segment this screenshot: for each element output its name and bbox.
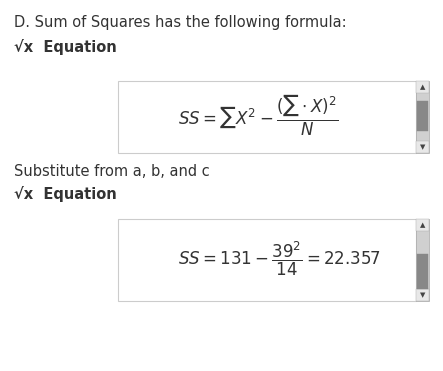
Bar: [416, 81, 429, 93]
Bar: [417, 254, 428, 289]
Text: √x  Equation: √x Equation: [14, 186, 117, 202]
Text: ▲: ▲: [420, 222, 425, 228]
Text: ▼: ▼: [420, 144, 425, 150]
Bar: [416, 219, 429, 301]
Bar: [417, 101, 428, 131]
Bar: [416, 219, 429, 231]
Text: √x  Equation: √x Equation: [14, 39, 117, 55]
Text: ▲: ▲: [420, 84, 425, 90]
Bar: [118, 219, 416, 301]
Bar: [416, 141, 429, 153]
Text: $SS = 131 - \dfrac{39^2}{14} = 22.357$: $SS = 131 - \dfrac{39^2}{14} = 22.357$: [178, 240, 381, 278]
Text: D. Sum of Squares has the following formula:: D. Sum of Squares has the following form…: [14, 15, 346, 30]
Bar: [416, 81, 429, 153]
Bar: [118, 81, 416, 153]
Bar: [416, 289, 429, 301]
Text: ▼: ▼: [420, 292, 425, 298]
Text: Substitute from a, b, and c: Substitute from a, b, and c: [14, 164, 210, 179]
Text: $SS = \sum X^2 - \dfrac{(\sum \cdot X)^2}{N}$: $SS = \sum X^2 - \dfrac{(\sum \cdot X)^2…: [178, 92, 338, 138]
